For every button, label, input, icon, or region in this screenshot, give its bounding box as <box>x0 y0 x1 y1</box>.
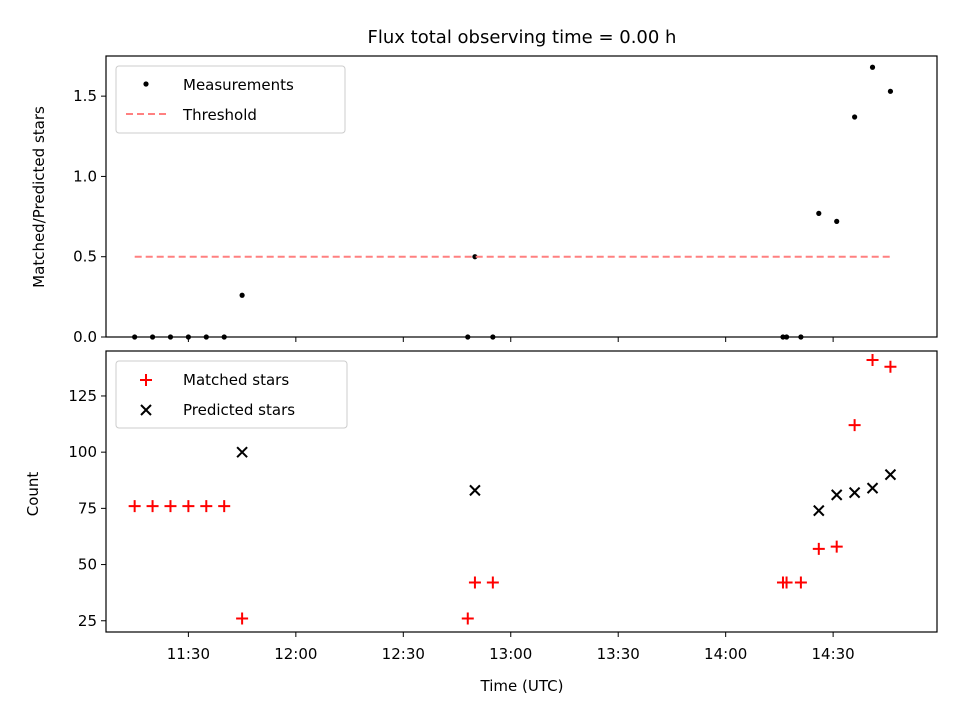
matched-stars-point <box>884 360 897 373</box>
legend-predicted-label: Predicted stars <box>183 401 295 419</box>
y-tick-label: 25 <box>78 612 97 630</box>
measurement-point <box>149 334 156 340</box>
matched-stars-point <box>461 612 474 625</box>
matched-stars-point <box>146 500 159 513</box>
matched-stars-point <box>468 576 481 589</box>
measurement-point <box>783 334 790 340</box>
measurement-point <box>221 334 227 340</box>
x-tick-label: 11:30 <box>167 645 210 663</box>
measurement-point <box>239 292 245 298</box>
ratio-y-axis: 0.0 0.5 1.0 1.5 <box>73 87 106 346</box>
matched-stars-point <box>128 500 141 513</box>
x-tick-label: 12:30 <box>382 645 425 663</box>
measurement-point <box>465 334 471 340</box>
measurement-point <box>132 334 138 340</box>
matched-stars-point <box>794 576 807 589</box>
x-axis-label: Time (UTC) <box>480 677 564 695</box>
count-legend: Matched stars Predicted stars <box>115 360 348 429</box>
legend-predicted-swatch <box>140 404 152 416</box>
count-x-axis: 11:30 12:00 12:30 13:00 13:30 14:00 14:30 <box>167 632 855 663</box>
ratio-legend-box <box>115 65 346 134</box>
measurement-point <box>780 334 786 340</box>
y-tick-label: 0.5 <box>73 248 97 266</box>
chart-title: Flux total observing time = 0.00 h <box>368 27 677 48</box>
predicted-stars-point <box>469 484 481 497</box>
matched-stars-point <box>200 500 213 513</box>
measurement-point <box>490 334 496 340</box>
x-tick-label: 14:30 <box>812 645 855 663</box>
x-tick-label: 13:30 <box>597 645 640 663</box>
legend-measurements-swatch <box>143 81 149 87</box>
matched-stars-point <box>486 576 499 589</box>
count-plot-area <box>128 353 897 625</box>
matched-stars-point <box>866 353 879 366</box>
ratio-panel: 0.0 0.5 1.0 1.5 Matched/Predicted stars Mea… <box>30 55 938 346</box>
measurement-point <box>816 210 822 216</box>
measurement-point <box>167 334 174 340</box>
y-tick-label: 50 <box>78 556 97 574</box>
y-tick-label: 75 <box>78 499 97 517</box>
measurement-point <box>869 64 876 70</box>
predicted-stars-point <box>830 489 843 501</box>
y-tick-label: 100 <box>68 443 97 461</box>
ratio-x-axis <box>187 337 834 342</box>
predicted-stars-point <box>236 446 248 458</box>
count-panel: 25 50 75 100 125 11:30 12:00 12:30 13:00 13:30 14… <box>24 350 938 663</box>
y-tick-label: 1.5 <box>73 87 97 105</box>
count-legend-box <box>115 360 348 429</box>
ratio-y-axis-label: Matched/Predicted stars <box>30 106 48 288</box>
matched-stars-point <box>812 542 825 555</box>
matched-stars-point <box>218 500 231 513</box>
measurement-point <box>798 334 804 340</box>
legend-measurements-label: Measurements <box>183 76 294 94</box>
x-tick-label: 13:00 <box>489 645 532 663</box>
count-y-axis-label: Count <box>24 472 42 517</box>
measurement-point <box>887 88 894 94</box>
measurement-point <box>472 254 478 260</box>
predicted-stars-point <box>866 482 879 494</box>
matched-stars-point <box>848 419 861 432</box>
measurement-point <box>185 334 191 340</box>
predicted-stars-point <box>884 468 897 481</box>
measurement-point <box>852 114 858 120</box>
legend-threshold-label: Threshold <box>182 106 257 124</box>
count-y-axis: 25 50 75 100 125 <box>68 387 106 630</box>
matched-stars-point <box>236 612 249 625</box>
predicted-stars-point <box>848 486 861 499</box>
matched-stars-point <box>164 500 177 513</box>
legend-matched-swatch <box>140 374 152 386</box>
y-tick-label: 1.0 <box>73 167 97 185</box>
matched-stars-point <box>182 500 195 513</box>
x-tick-label: 14:00 <box>704 645 747 663</box>
legend-matched-label: Matched stars <box>183 371 289 389</box>
matched-stars-point <box>780 576 793 589</box>
ratio-plot-area <box>132 64 894 340</box>
matched-stars-point <box>830 540 843 553</box>
predicted-stars-point <box>813 504 825 517</box>
y-tick-label: 0.0 <box>73 328 97 346</box>
measurement-point <box>203 334 209 340</box>
measurement-point <box>834 218 840 224</box>
x-tick-label: 12:00 <box>274 645 317 663</box>
ratio-legend: Measurements Threshold <box>115 65 346 134</box>
y-tick-label: 125 <box>68 387 97 405</box>
